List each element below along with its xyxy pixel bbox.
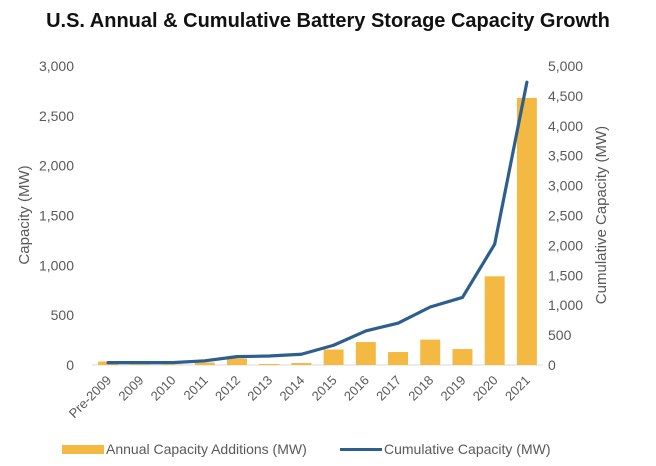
plot-area: 0 500 1,000 1,500 2,000 2,500 3,000 0 500 1,000 1… [16,58,610,421]
left-tick-label: 0 [66,357,74,373]
bar [226,358,247,365]
right-tick-label: 1,000 [548,297,583,313]
bar [194,362,215,365]
x-tick-label: 2013 [244,373,275,404]
right-tick-label: 3,500 [548,148,583,164]
x-tick-label: 2009 [115,373,146,404]
right-tick-label: 2,000 [548,237,583,253]
y2-axis-label: Cumulative Capacity (MW) [593,126,610,304]
right-tick-label: 3,000 [548,178,583,194]
x-tick-label: 2019 [438,373,469,404]
x-tick-label: 2012 [212,373,243,404]
left-tick-label: 500 [51,307,75,323]
bar-series [98,97,537,365]
legend-swatch-bar [62,444,104,454]
right-tick-label: 500 [548,327,572,343]
bar [323,349,344,365]
cumulative-line [106,80,529,365]
x-tick-label: 2017 [373,373,404,404]
legend-swatch-line [340,447,382,451]
x-tick-label: 2021 [502,373,533,404]
bar [388,352,409,365]
x-tick-label: 2020 [470,373,501,404]
bar [516,97,537,365]
legend-item-annual: Annual Capacity Additions (MW) [62,441,307,457]
x-axis-ticks: Pre-2009 2009 2010 2011 2012 2013 2014 2015 2016… [66,373,533,421]
x-tick-label: 2010 [148,373,179,404]
bar [484,276,505,365]
right-axis-ticks: 0 500 1,000 1,500 2,000 2,500 3,000 3,500 4,000 4… [548,58,583,373]
x-tick-label: 2014 [276,373,307,404]
legend-label-annual: Annual Capacity Additions (MW) [106,441,307,457]
left-tick-label: 2,500 [39,108,74,124]
left-tick-label: 1,000 [39,257,74,273]
bar [259,364,280,365]
bar [355,342,376,365]
left-tick-label: 2,000 [39,158,74,174]
left-axis-ticks: 0 500 1,000 1,500 2,000 2,500 3,000 [39,58,74,373]
x-tick-label: 2016 [341,373,372,404]
x-tick-label: 2018 [405,373,436,404]
legend: Annual Capacity Additions (MW) Cumulativ… [0,441,656,461]
bar [452,349,473,365]
x-tick-label: 2015 [309,373,340,404]
legend-item-cumulative: Cumulative Capacity (MW) [340,441,550,457]
bar [291,363,312,365]
right-tick-label: 4,000 [548,118,583,134]
right-tick-label: 0 [548,357,556,373]
left-tick-label: 1,500 [39,208,74,224]
bar [420,339,441,365]
right-tick-label: 5,000 [548,58,583,74]
left-tick-label: 3,000 [39,58,74,74]
chart-title: U.S. Annual & Cumulative Battery Storage… [46,10,610,32]
x-tick-label: 2011 [180,373,210,403]
right-tick-label: 1,500 [548,267,583,283]
legend-label-cumulative: Cumulative Capacity (MW) [384,441,551,457]
x-tick-label: Pre-2009 [66,373,114,421]
y-axis-label: Capacity (MW) [16,165,33,264]
right-tick-label: 2,500 [548,208,583,224]
line-series [106,80,529,365]
right-tick-label: 4,500 [548,88,583,104]
